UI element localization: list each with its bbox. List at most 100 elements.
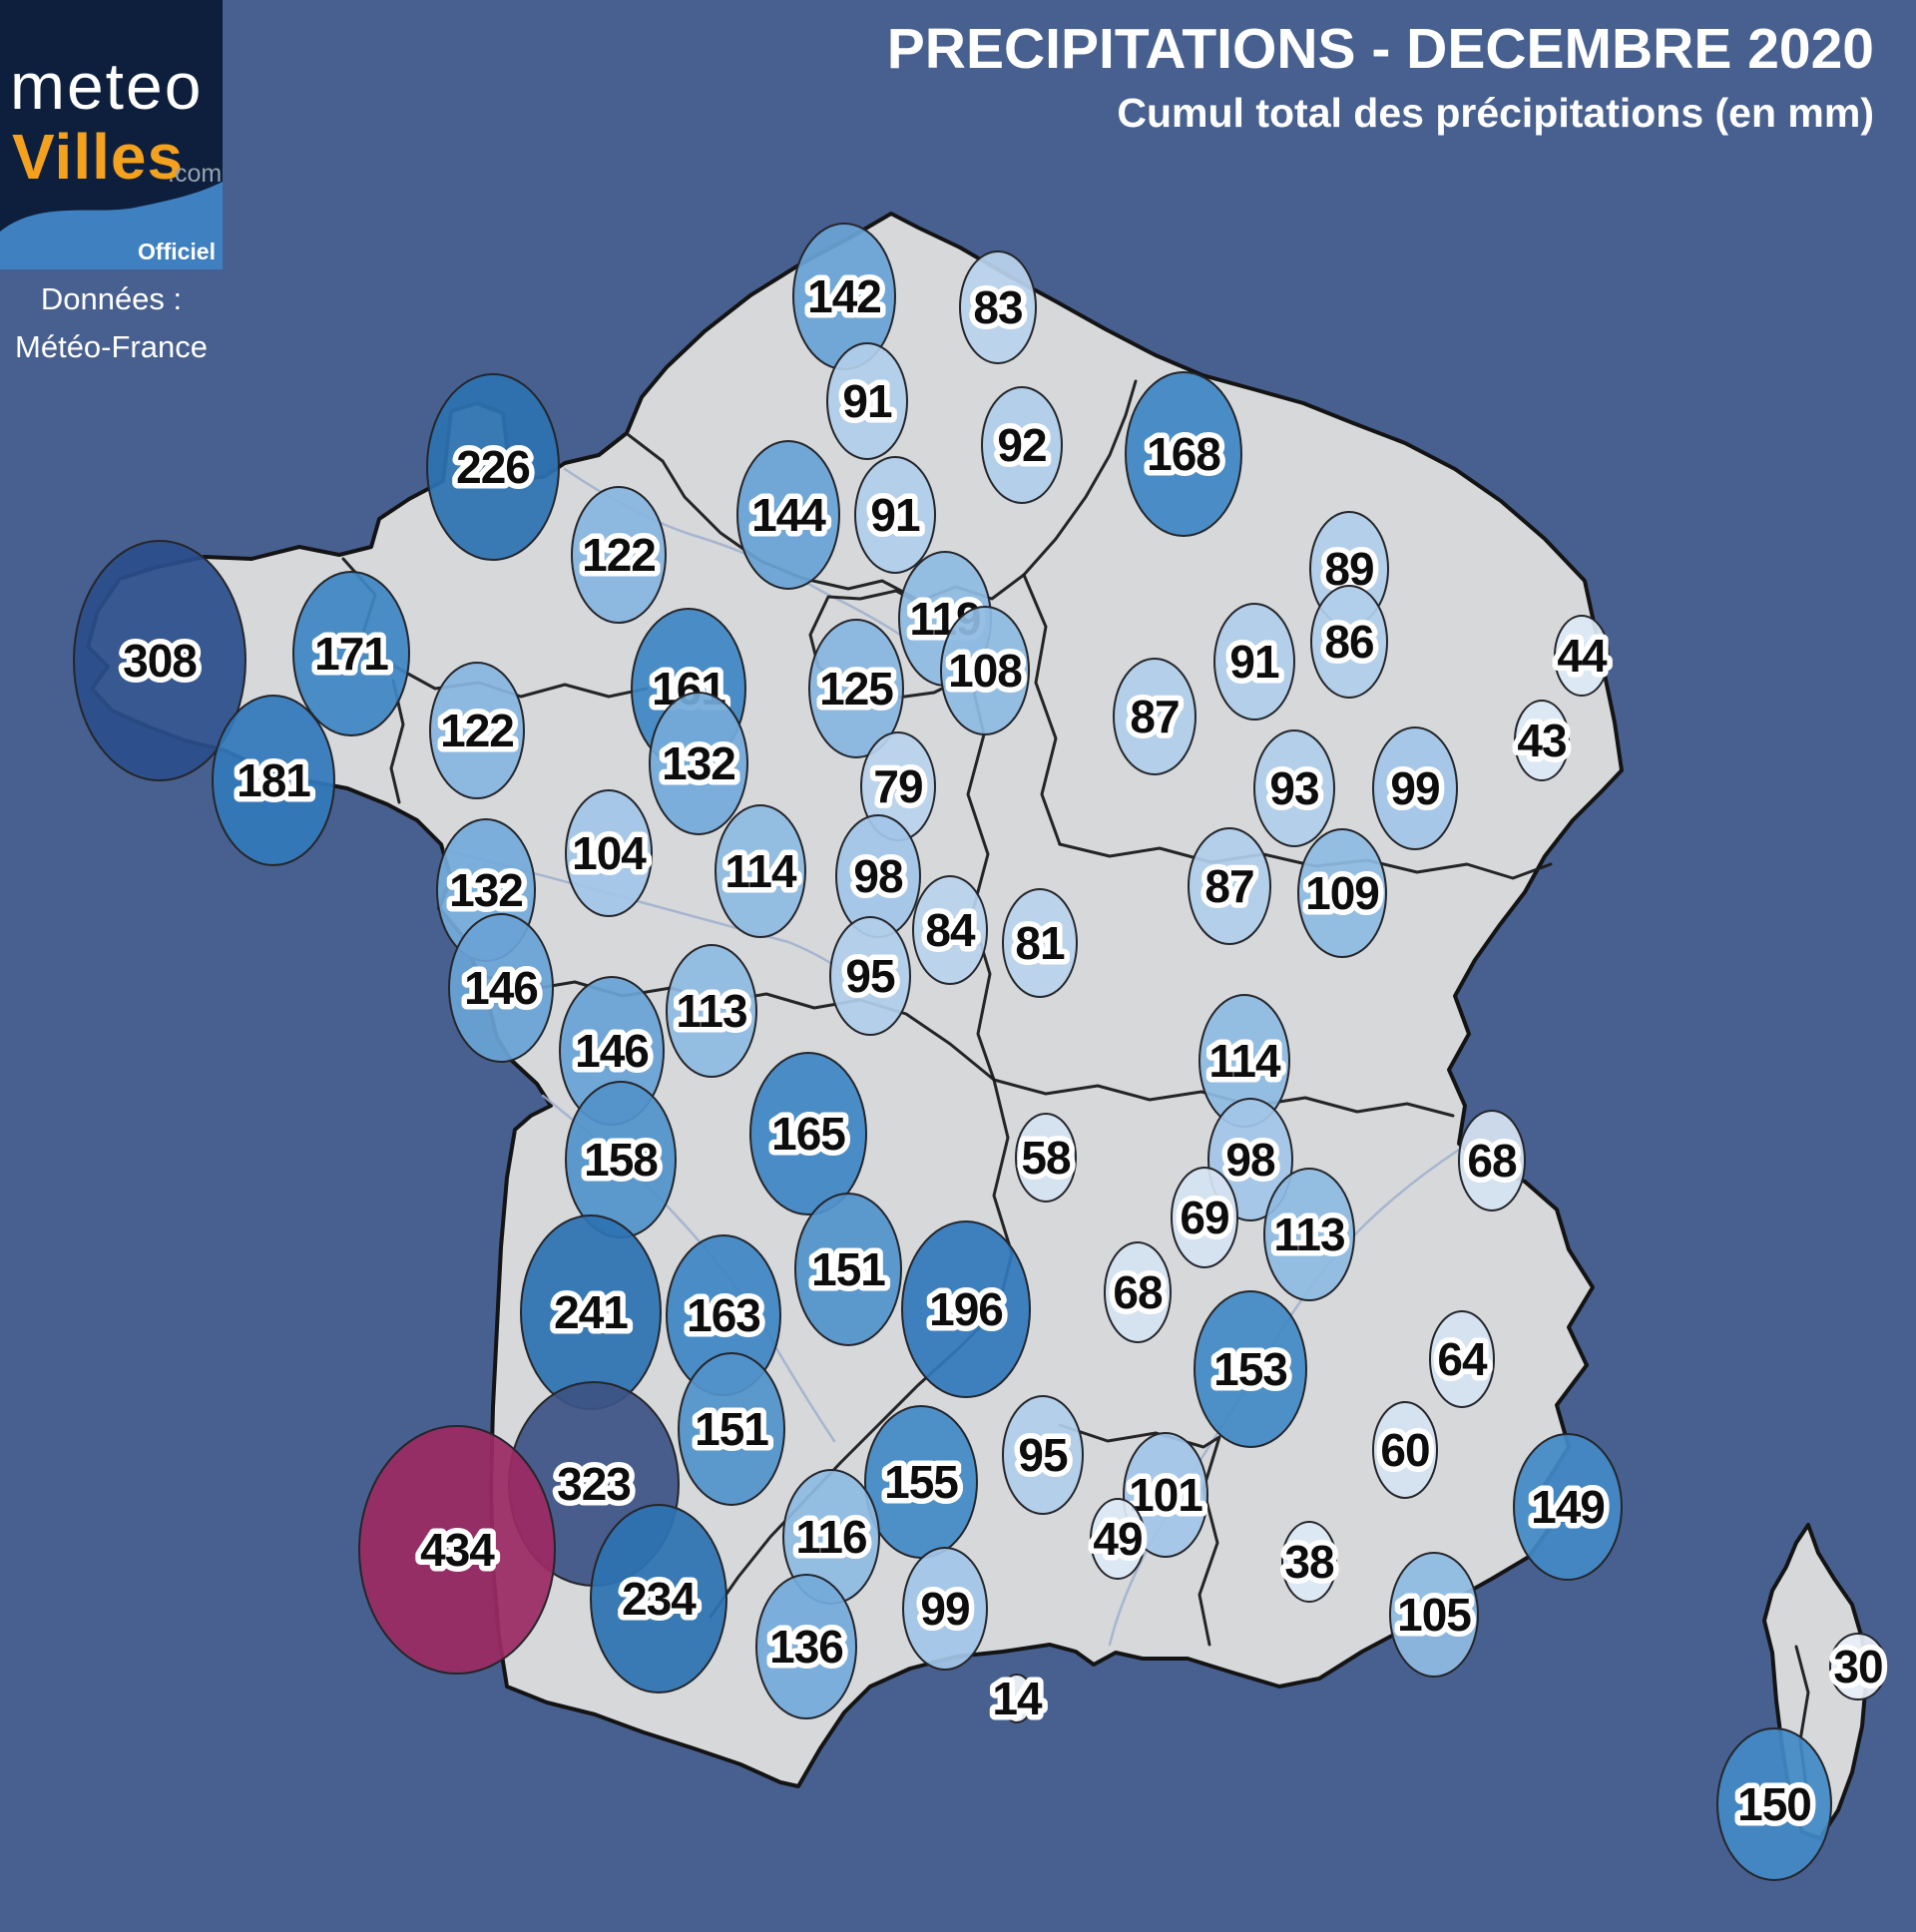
bubble-ellipse — [358, 1425, 556, 1675]
bubble-value-label: 323 — [557, 1458, 631, 1510]
bubble-ellipse — [902, 1547, 988, 1671]
bubble-ellipse — [1829, 1633, 1887, 1700]
bubble-value-label: 136 — [769, 1621, 843, 1673]
data-bubble: 149 — [1513, 1433, 1623, 1581]
data-bubble: 69 — [1171, 1167, 1238, 1268]
bubble-value-label: 151 — [811, 1243, 885, 1295]
bubble-ellipse — [292, 571, 410, 736]
bubble-value-label: 95 — [1018, 1429, 1068, 1481]
bubble-ellipse — [1554, 615, 1610, 697]
data-bubble: 95 — [829, 916, 911, 1036]
data-bubble: 113 — [1263, 1168, 1355, 1301]
bubble-value-label: 105 — [1397, 1589, 1471, 1641]
data-bubble: 150 — [1716, 1727, 1832, 1881]
bubble-ellipse — [1123, 1432, 1208, 1558]
data-bubble: 91 — [854, 456, 936, 574]
bubble-value-label: 122 — [582, 529, 656, 581]
bubble-value-label: 434 — [420, 1524, 495, 1576]
bubble-ellipse — [749, 1052, 867, 1215]
data-bubble: 151 — [678, 1352, 785, 1506]
bubble-ellipse — [736, 440, 840, 590]
bubble-value-label: 101 — [1129, 1469, 1202, 1521]
bubble-ellipse — [426, 373, 560, 561]
bubble-ellipse — [1458, 1110, 1526, 1211]
bubble-ellipse — [912, 875, 988, 985]
data-bubble: 153 — [1194, 1290, 1307, 1448]
bubble-value-label: 87 — [1204, 860, 1253, 912]
bubble-ellipse — [1015, 1113, 1077, 1203]
bubble-value-label: 163 — [687, 1289, 760, 1341]
data-bubble: 109 — [1297, 828, 1387, 958]
data-bubble: 38 — [1279, 1521, 1340, 1603]
bubble-ellipse — [1297, 828, 1387, 958]
bubble-value-label: 38 — [1284, 1536, 1334, 1588]
data-bubble: 68 — [1104, 1241, 1172, 1343]
data-bubble: 144 — [736, 440, 840, 590]
bubble-ellipse — [854, 456, 936, 574]
bubble-ellipse — [1263, 1168, 1355, 1301]
data-bubble: 49 — [1088, 1498, 1149, 1580]
data-bubble: 168 — [1125, 371, 1242, 537]
bubble-value-label: 132 — [449, 864, 523, 916]
data-bubble: 122 — [571, 486, 667, 624]
bubble-value-label: 146 — [575, 1025, 649, 1077]
logo-badge-officiel: Officiel — [138, 239, 216, 264]
logo-word-villes: Villes — [12, 121, 185, 193]
data-bubble: 308 — [73, 540, 246, 781]
data-bubble: 171 — [292, 571, 410, 736]
bubble-value-label: 81 — [1015, 917, 1065, 969]
data-source-line1: Données : — [40, 281, 183, 316]
data-bubble: 60 — [1372, 1401, 1438, 1499]
bubble-ellipse — [940, 606, 1030, 735]
bubble-ellipse — [1253, 729, 1335, 847]
bubble-ellipse — [1716, 1727, 1832, 1881]
bubble-value-label: 83 — [973, 281, 1022, 333]
bubble-value-label: 116 — [795, 1511, 866, 1563]
bubble-ellipse — [1188, 827, 1271, 945]
bubble-ellipse — [901, 1220, 1031, 1398]
bubble-ellipse — [571, 486, 667, 624]
data-bubble: 113 — [666, 944, 757, 1078]
bubble-value-label: 144 — [751, 489, 826, 541]
bubble-value-label: 60 — [1380, 1424, 1429, 1476]
data-bubble: 84 — [912, 875, 988, 985]
data-bubble: 87 — [1188, 827, 1271, 945]
bubble-value-label: 113 — [1273, 1208, 1344, 1260]
bubble-value-label: 114 — [724, 845, 797, 897]
bubble-value-label: 30 — [1833, 1641, 1882, 1692]
data-bubble: 158 — [565, 1081, 677, 1238]
bubble-value-label: 79 — [873, 760, 922, 812]
data-bubble: 241 — [520, 1214, 662, 1410]
data-bubble: 132 — [649, 692, 748, 835]
bubble-value-label: 308 — [123, 635, 197, 687]
data-source-note: Données : Météo-France — [0, 275, 223, 371]
bubble-ellipse — [1389, 1552, 1479, 1678]
bubble-value-label: 89 — [1324, 543, 1373, 595]
bubble-value-label: 58 — [1021, 1132, 1071, 1184]
bubble-value-label: 87 — [1130, 691, 1179, 742]
bubble-ellipse — [1429, 1310, 1495, 1408]
bubble-value-label: 142 — [807, 270, 881, 322]
bubble-ellipse — [1171, 1167, 1238, 1268]
bubble-ellipse — [1104, 1241, 1172, 1343]
bubble-value-label: 91 — [1229, 636, 1279, 688]
bubble-ellipse — [794, 1193, 902, 1346]
bubble-ellipse — [1194, 1290, 1307, 1448]
bubble-ellipse — [429, 662, 525, 799]
data-bubble: 114 — [1198, 994, 1290, 1128]
data-bubble: 234 — [590, 1504, 727, 1693]
data-bubble: 91 — [1213, 603, 1295, 721]
data-bubble: 98 — [835, 814, 921, 938]
data-bubble: 165 — [749, 1052, 867, 1215]
bubble-value-label: 155 — [884, 1456, 958, 1508]
bubble-ellipse — [755, 1574, 857, 1719]
bubble-ellipse — [212, 695, 335, 866]
data-bubble: 181 — [212, 695, 335, 866]
bubble-ellipse — [1514, 700, 1570, 781]
data-bubble: 30 — [1828, 1633, 1889, 1700]
bubble-value-label: 196 — [929, 1283, 1003, 1335]
bubble-value-label: 68 — [1113, 1266, 1163, 1318]
data-bubble: 146 — [448, 913, 554, 1063]
